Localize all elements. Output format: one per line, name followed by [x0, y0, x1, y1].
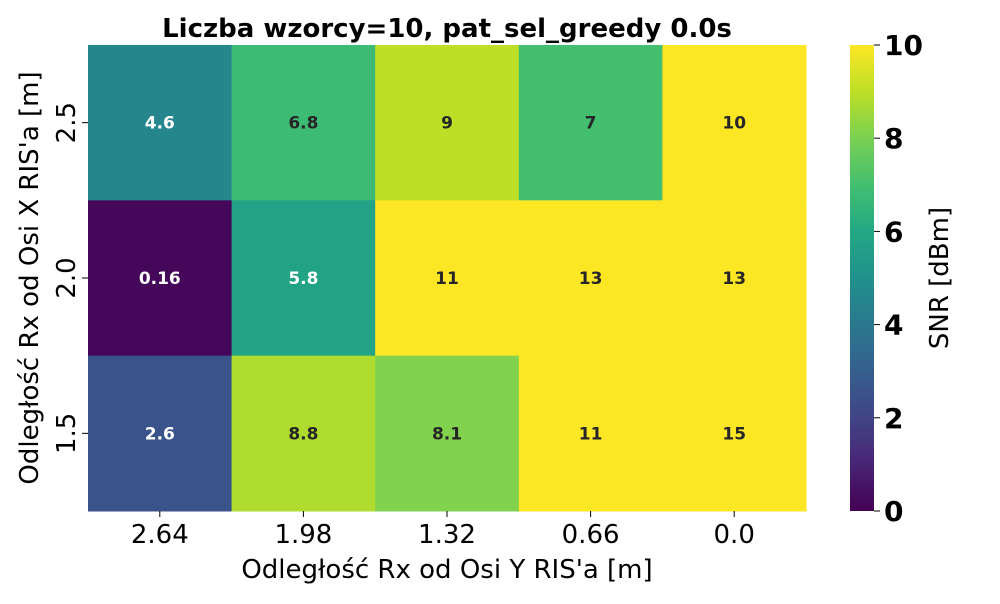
heatmap-cell: [231, 45, 376, 201]
heatmap-cell: [375, 45, 520, 201]
heatmap-cell: [231, 355, 376, 512]
cell-value-label: 9: [441, 114, 453, 134]
colorbar-tick-label: 10: [884, 29, 923, 62]
cell-value-label: 11: [579, 424, 603, 444]
colorbar-tick-label: 8: [884, 122, 903, 155]
heatmap-cell: [662, 45, 807, 201]
colorbar-tick-label: 0: [884, 495, 903, 528]
cell-value-label: 15: [722, 424, 746, 444]
cell-value-label: 13: [579, 269, 603, 289]
heatmap-cell: [518, 355, 663, 512]
x-axis-label: Odległość Rx od Osi Y RIS'a [m]: [241, 555, 652, 585]
heatmap-cell-labels: 4.6 6.8 9 7 10 0.16 5.8 11 13 13 2.6 8.8 8.1 11 15: [139, 114, 746, 445]
cell-value-label: 4.6: [145, 114, 175, 134]
y-axis-label: Odległość Rx od Osi X RIS'a [m]: [15, 71, 45, 484]
heatmap-cells: [88, 45, 807, 512]
x-tick-label: 1.98: [274, 520, 332, 550]
colorbar-ticks: 0 2 4 6 8 10: [874, 29, 923, 528]
heatmap-cell: [88, 355, 233, 512]
colorbar-tick-label: 4: [884, 309, 903, 342]
cell-value-label: 7: [585, 114, 597, 134]
y-axis: 2.5 2.0 1.5: [52, 102, 88, 454]
y-tick-label: 1.5: [52, 413, 82, 454]
heatmap-cell: [518, 45, 663, 201]
cell-value-label: 8.8: [288, 424, 318, 444]
chart-title: Liczba wzorcy=10, pat_sel_greedy 0.0s: [162, 14, 732, 44]
heatmap-cell: [662, 200, 807, 357]
heatmap-cell: [375, 355, 520, 512]
colorbar: [850, 45, 874, 511]
colorbar-label: SNR [dBm]: [925, 207, 955, 349]
cell-value-label: 0.16: [139, 269, 181, 289]
heatmap-cell: [231, 200, 376, 357]
cell-value-label: 10: [722, 114, 746, 134]
heatmap-cell: [88, 200, 233, 357]
x-tick-label: 0.0: [714, 520, 755, 550]
heatmap-cell: [375, 200, 520, 357]
colorbar-tick-label: 2: [884, 402, 903, 435]
cell-value-label: 5.8: [288, 269, 318, 289]
colorbar-tick-label: 6: [884, 215, 903, 248]
heatmap-cell: [88, 45, 233, 201]
cell-value-label: 11: [435, 269, 459, 289]
y-tick-label: 2.5: [52, 102, 82, 143]
cell-value-label: 13: [722, 269, 746, 289]
heatmap-cell: [518, 200, 663, 357]
heatmap-cell: [662, 355, 807, 512]
cell-value-label: 2.6: [145, 424, 175, 444]
cell-value-label: 8.1: [432, 424, 462, 444]
x-tick-label: 0.66: [562, 520, 620, 550]
x-tick-label: 1.32: [418, 520, 476, 550]
x-tick-label: 2.64: [131, 520, 189, 550]
cell-value-label: 6.8: [288, 114, 318, 134]
y-tick-label: 2.0: [52, 257, 82, 298]
x-axis: 2.64 1.98 1.32 0.66 0.0: [131, 511, 755, 550]
